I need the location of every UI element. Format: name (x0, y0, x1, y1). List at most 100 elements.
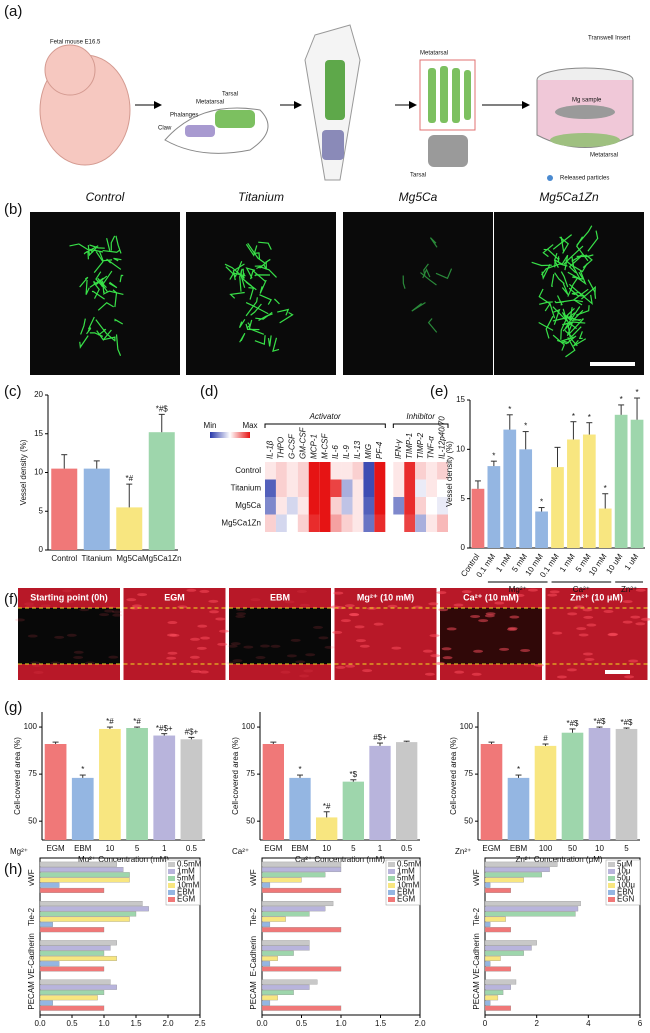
bar (535, 511, 548, 548)
legend-swatch (168, 876, 175, 881)
heat-cell (330, 514, 342, 532)
heat-cell (341, 497, 353, 515)
cell-texture (99, 613, 110, 617)
heat-cell (363, 462, 375, 480)
bar (39, 1000, 53, 1006)
y-tick-label: 5 (39, 506, 44, 515)
y-tick-label: VE-Cadherin (472, 933, 481, 979)
vessel-texture (98, 328, 107, 336)
bar (484, 887, 511, 893)
heat-cell (319, 514, 331, 532)
cell-texture (424, 672, 435, 676)
bar (484, 1005, 511, 1011)
cell-texture (284, 600, 295, 604)
significance-label: *$ (350, 770, 358, 779)
vessel-texture (245, 267, 256, 279)
heat-cell (265, 479, 276, 497)
image-title: Ca²⁺ (10 mM) (463, 592, 519, 602)
bar (39, 979, 111, 985)
cell-texture (227, 644, 238, 648)
heat-cell (308, 479, 320, 497)
cell-texture (64, 600, 75, 604)
heat-cell (374, 497, 386, 515)
cell-texture (461, 590, 472, 594)
cell-texture (105, 605, 116, 609)
bar (262, 744, 284, 840)
heat-cell (404, 479, 416, 497)
cell-texture (387, 604, 398, 608)
bar (39, 901, 143, 907)
cell-texture (286, 654, 297, 658)
bar (180, 739, 203, 840)
vessel-texture (259, 266, 277, 278)
cell-texture (112, 613, 123, 617)
y-axis-label: Vessel density (%) (445, 441, 454, 507)
cell-texture (25, 605, 36, 609)
cell-texture (429, 634, 440, 638)
legend-label: 5μM (617, 860, 633, 869)
cell-texture (547, 593, 558, 597)
bar (261, 927, 342, 933)
vessel-texture (411, 301, 426, 312)
vessel-texture (552, 334, 565, 351)
heat-cell (374, 514, 386, 532)
legend-swatch (168, 862, 175, 867)
cell-texture (354, 625, 365, 629)
cell-texture (167, 651, 178, 655)
bar (484, 950, 524, 956)
bar (534, 745, 557, 840)
vessel-texture (560, 315, 569, 340)
cell-texture (137, 593, 148, 597)
significance-label: * (604, 484, 607, 493)
cell-texture (290, 638, 301, 642)
bar (261, 861, 342, 867)
y-tick-label: PECAM (27, 981, 36, 1010)
legend-swatch (388, 890, 395, 895)
bar (261, 921, 271, 927)
cell-texture (270, 644, 281, 648)
cell-texture (32, 663, 43, 667)
x-tick-label: 1 mM (558, 552, 577, 574)
cell-texture (509, 615, 520, 619)
bar (484, 861, 558, 867)
wound-gap (440, 608, 542, 664)
heat-cell (308, 514, 320, 532)
vessel-texture (93, 251, 104, 273)
cell-texture (73, 650, 84, 654)
y-tick-label: 50 (28, 816, 37, 825)
vessel-texture (248, 319, 265, 335)
heat-cell (286, 514, 298, 532)
legend-label: 0.5mM (177, 860, 202, 869)
legend-swatch (608, 876, 615, 881)
vessel-texture (542, 244, 554, 258)
cell-texture (335, 665, 346, 669)
x-tick-label: EBM (291, 844, 309, 853)
heat-cell (437, 479, 448, 497)
colorbar (210, 432, 250, 438)
cell-texture (54, 635, 65, 639)
bar (561, 732, 584, 840)
cell-texture (217, 642, 228, 646)
cell-texture (190, 669, 201, 673)
cell-texture (131, 604, 142, 608)
y-tick-label: vWF (249, 869, 258, 886)
vessel-texture (225, 261, 243, 278)
cell-texture (478, 619, 489, 623)
cell-texture (208, 599, 219, 603)
vessel-texture (567, 277, 579, 297)
cell-texture (166, 656, 177, 660)
bar (480, 744, 503, 840)
cell-texture (255, 656, 266, 660)
cell-texture (635, 622, 646, 626)
x-tick-label: 0.5 (186, 844, 198, 853)
heat-cell (437, 514, 448, 532)
y-axis-label: Cell-covered area (%) (231, 737, 240, 815)
bar (484, 867, 550, 873)
x-tick-label: 1.5 (375, 1019, 387, 1028)
cell-texture (436, 591, 447, 595)
cell-texture (235, 614, 246, 618)
y-tick-label: 10 (34, 468, 43, 477)
x-axis-label: Mg²⁺ Concentration (mM) (78, 855, 169, 864)
legend-swatch (388, 862, 395, 867)
x-tick-label: 100 (539, 844, 553, 853)
